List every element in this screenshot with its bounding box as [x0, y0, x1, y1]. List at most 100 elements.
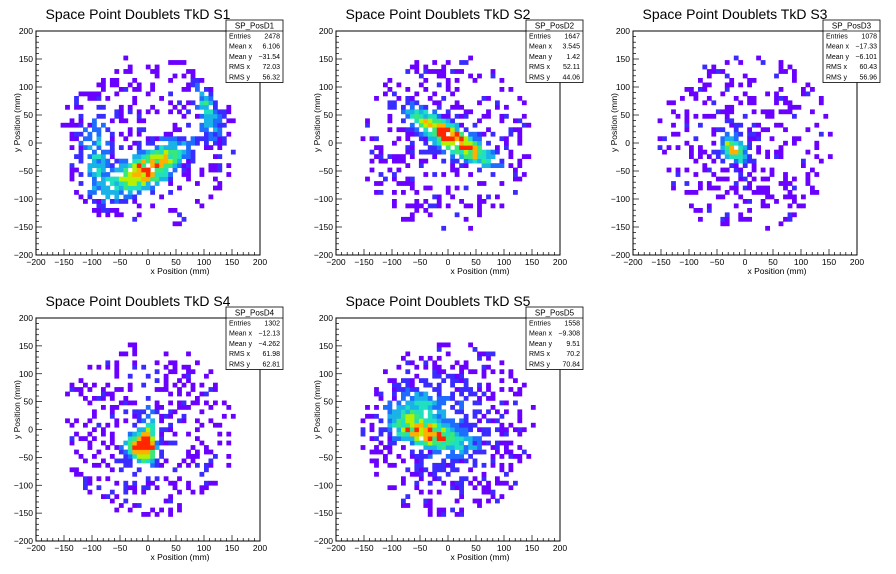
histogram-bin: [208, 418, 214, 424]
histogram-bin: [486, 485, 491, 491]
histogram-bin: [459, 445, 464, 450]
histogram-bin: [684, 167, 690, 173]
histogram-bin: [87, 364, 93, 370]
histogram-bin: [792, 104, 797, 110]
histogram-bin: [513, 454, 518, 459]
histogram-bin: [760, 199, 766, 204]
histogram-bin: [150, 449, 155, 455]
histogram-bin: [217, 109, 223, 115]
histogram-bin: [101, 185, 106, 191]
histogram-bin: [136, 431, 142, 437]
stats-box-name: SP_PosD4: [235, 309, 275, 318]
histogram-bin: [396, 431, 402, 437]
histogram-bin: [711, 172, 717, 177]
histogram-bin: [168, 413, 173, 419]
histogram-bin: [177, 109, 182, 115]
histogram-bin: [168, 145, 173, 150]
histogram-bin: [414, 480, 420, 486]
histogram-bin: [190, 458, 196, 464]
histogram-bin: [454, 431, 460, 437]
histogram-bin: [792, 199, 797, 204]
histogram-bin: [418, 136, 424, 142]
histogram-bin: [101, 387, 106, 392]
histogram-bin: [409, 109, 415, 115]
histogram-bin: [401, 216, 406, 222]
histogram-bin: [409, 449, 415, 455]
histogram-bin: [387, 485, 393, 491]
histogram-bin: [109, 431, 115, 437]
x-tick-label: 0: [146, 257, 151, 267]
x-tick-label: 100: [497, 257, 511, 267]
histogram-bin: [109, 208, 115, 213]
histogram-bin: [405, 181, 411, 186]
histogram-bin: [374, 136, 379, 142]
histogram-bin: [101, 149, 106, 155]
histogram-bin: [459, 104, 464, 110]
histogram-bin: [401, 418, 406, 424]
histogram-bin: [101, 199, 106, 204]
histogram-bin: [92, 199, 97, 204]
histogram-bin: [141, 436, 147, 441]
histogram-bin: [177, 185, 182, 191]
histogram-bin: [369, 413, 375, 419]
histogram-bin: [136, 454, 142, 459]
histogram-bin: [150, 190, 155, 195]
histogram-bin: [472, 149, 478, 155]
histogram-bin: [92, 149, 97, 155]
histogram-bin: [365, 122, 370, 128]
histogram-bin: [495, 476, 500, 482]
histogram-bin: [145, 140, 151, 146]
x-tick-label: −100: [382, 257, 401, 267]
histogram-bin: [427, 113, 433, 119]
histogram-bin: [96, 131, 102, 137]
histogram-bin: [401, 127, 406, 133]
histogram-bin: [747, 145, 752, 150]
histogram-bin: [414, 203, 420, 209]
x-tick-label: −150: [54, 257, 73, 267]
histogram-bin: [454, 422, 460, 428]
histogram-bin: [136, 181, 142, 186]
histogram-bin: [810, 167, 815, 173]
histogram-bin: [427, 69, 433, 74]
histogram-bin: [738, 212, 744, 218]
histogram-bin: [409, 396, 415, 401]
histogram-bin: [508, 131, 514, 137]
histogram-bin: [450, 364, 455, 370]
histogram-bin: [490, 418, 496, 424]
histogram-bin: [724, 212, 730, 218]
histogram-bin: [396, 413, 402, 419]
histogram-bin: [409, 471, 415, 477]
histogram-bin: [702, 100, 708, 106]
stats-label: Mean y: [229, 341, 252, 348]
histogram-bin: [698, 181, 703, 186]
histogram-bin: [217, 181, 223, 186]
histogram-bin: [190, 136, 196, 142]
histogram-bin: [671, 100, 676, 106]
histogram-bin: [810, 190, 815, 195]
histogram-bin: [230, 149, 236, 155]
histogram-bin: [504, 480, 509, 486]
histogram-bin: [199, 113, 205, 119]
histogram-bin: [217, 154, 223, 159]
histogram-bin: [409, 422, 415, 428]
histogram-bin: [432, 431, 438, 437]
histogram-bin: [217, 185, 223, 191]
histogram-bin: [150, 158, 155, 164]
histogram-bin: [365, 176, 370, 182]
histogram-bin: [706, 203, 712, 209]
histogram-bin: [360, 431, 366, 437]
histogram-bin: [747, 127, 752, 133]
histogram-bin: [454, 467, 460, 473]
histogram-bin: [409, 440, 415, 446]
histogram-bin: [481, 440, 487, 446]
histogram-bin: [177, 149, 182, 155]
histogram-bin: [418, 149, 424, 155]
histogram-bin: [101, 172, 106, 177]
y-tick-label: −200: [14, 536, 33, 546]
histogram-bin: [195, 462, 200, 468]
histogram-bin: [78, 145, 84, 150]
histogram-bin: [441, 73, 447, 79]
histogram-bin: [454, 158, 460, 164]
histogram-bin: [738, 122, 744, 128]
histogram-bin: [733, 55, 739, 61]
